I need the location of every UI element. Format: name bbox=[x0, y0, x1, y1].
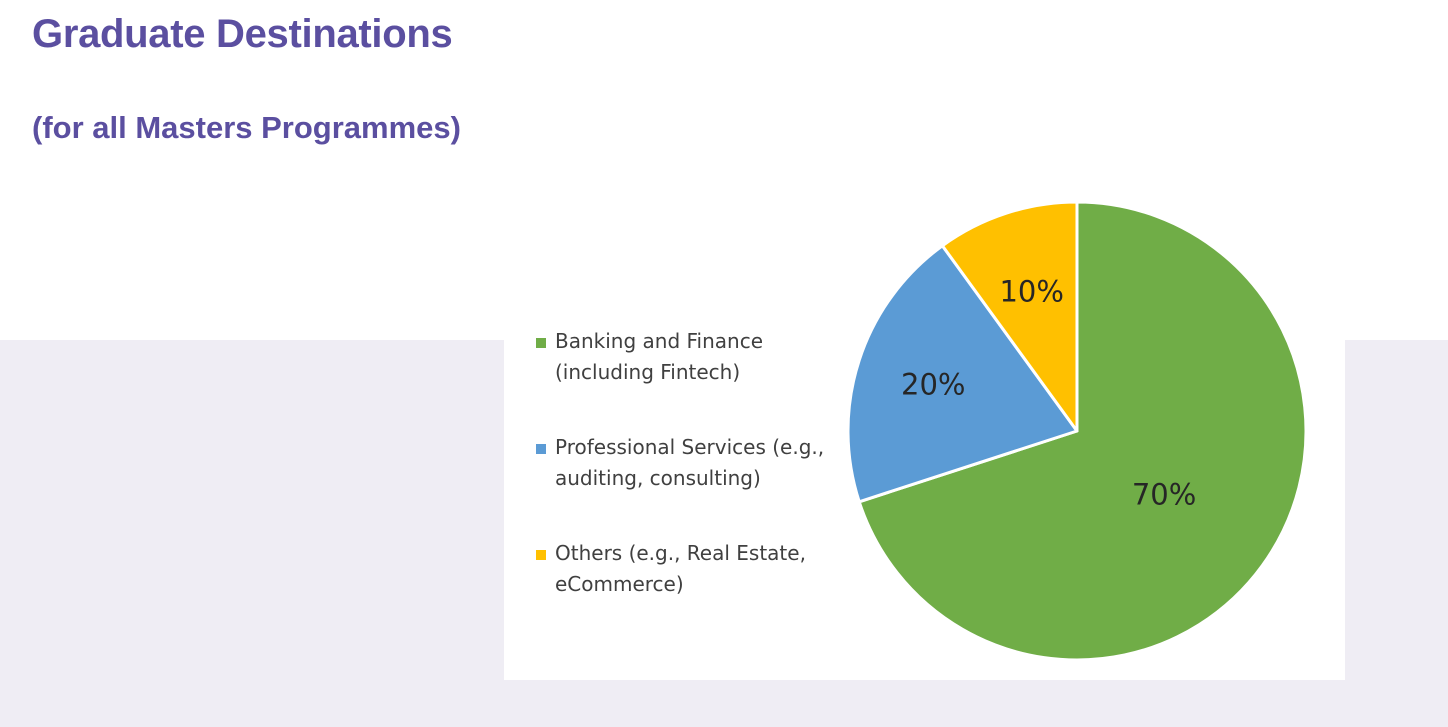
pie-slice-banking bbox=[857, 200, 1308, 662]
legend-label-professional: Professional Services (e.g., auditing, c… bbox=[555, 435, 825, 490]
page-subtitle: (for all Masters Programmes) bbox=[32, 110, 461, 145]
legend-item-professional: Professional Services (e.g., auditing, c… bbox=[536, 432, 836, 494]
legend-swatch-banking bbox=[536, 338, 546, 348]
legend-swatch-professional bbox=[536, 444, 546, 454]
pie-chart: Banking and Finance (including Fintech) … bbox=[504, 180, 1345, 680]
pie-slice-others bbox=[940, 200, 1079, 433]
pie-slice-professional bbox=[846, 244, 1079, 504]
pie-chart-plot: 70% 20% 10% bbox=[846, 200, 1308, 662]
legend-label-others: Others (e.g., Real Estate, eCommerce) bbox=[555, 541, 806, 596]
page-title: Graduate Destinations bbox=[32, 12, 453, 56]
legend-item-banking: Banking and Finance (including Fintech) bbox=[536, 326, 836, 388]
chart-legend: Banking and Finance (including Fintech) … bbox=[536, 326, 836, 644]
legend-label-banking: Banking and Finance (including Fintech) bbox=[555, 329, 764, 384]
data-label-professional: 20% bbox=[901, 367, 965, 401]
legend-item-others: Others (e.g., Real Estate, eCommerce) bbox=[536, 538, 836, 600]
quote-mark-icon: ” bbox=[0, 0, 50, 58]
data-label-others: 10% bbox=[999, 275, 1063, 309]
data-label-banking: 70% bbox=[1132, 477, 1196, 511]
legend-swatch-others bbox=[536, 550, 546, 560]
